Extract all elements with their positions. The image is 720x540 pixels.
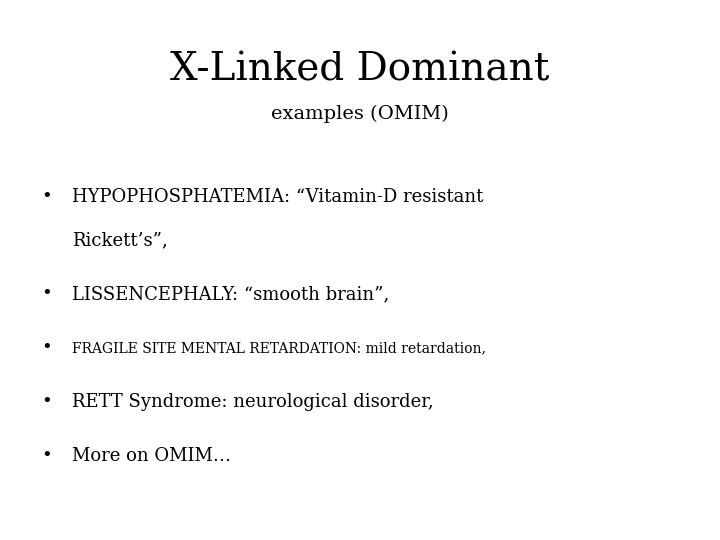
- Text: •: •: [42, 447, 52, 465]
- Text: •: •: [42, 285, 52, 303]
- Text: LISSENCEPHALY: “smooth brain”,: LISSENCEPHALY: “smooth brain”,: [72, 285, 390, 303]
- Text: •: •: [42, 393, 52, 411]
- Text: examples (OMIM): examples (OMIM): [271, 104, 449, 123]
- Text: FRAGILE SITE MENTAL RETARDATION: mild retardation,: FRAGILE SITE MENTAL RETARDATION: mild re…: [72, 341, 486, 355]
- Text: •: •: [42, 339, 52, 357]
- Text: X-Linked Dominant: X-Linked Dominant: [171, 52, 549, 89]
- Text: •: •: [42, 188, 52, 206]
- Text: HYPOPHOSPHATEMIA: “Vitamin-D resistant: HYPOPHOSPHATEMIA: “Vitamin-D resistant: [72, 188, 483, 206]
- Text: More on OMIM…: More on OMIM…: [72, 447, 231, 465]
- Text: RETT Syndrome: neurological disorder,: RETT Syndrome: neurological disorder,: [72, 393, 433, 411]
- Text: Rickett’s”,: Rickett’s”,: [72, 231, 168, 249]
